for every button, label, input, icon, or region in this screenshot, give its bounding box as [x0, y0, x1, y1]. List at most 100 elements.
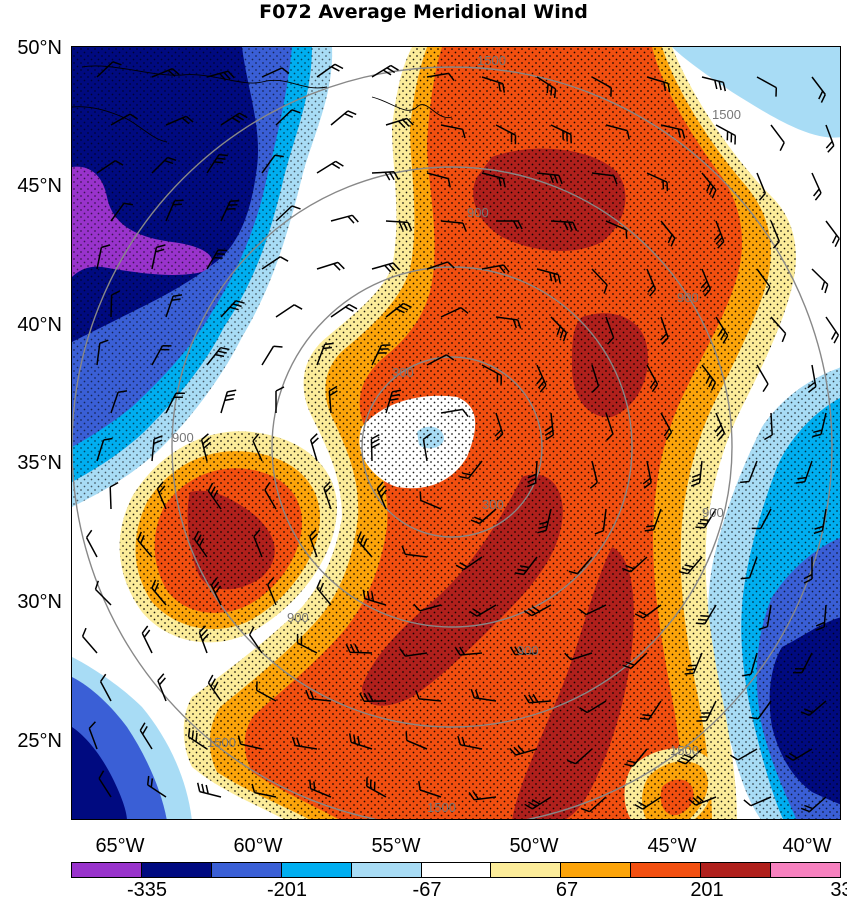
wind-barb [740, 556, 758, 580]
wind-barb [509, 745, 538, 756]
wind-barb [413, 603, 442, 612]
wind-barb [756, 364, 769, 393]
wind-barb [426, 261, 455, 270]
wind-barb [568, 556, 593, 575]
stipple-west [72, 47, 333, 507]
wind-barb [359, 692, 387, 702]
wind-barb [385, 117, 414, 129]
wind-barb [370, 434, 380, 462]
wind-barb [151, 156, 177, 174]
wind-barb [96, 160, 124, 174]
wind-barb [825, 316, 840, 344]
wind-barb [825, 220, 840, 248]
wind-barb [642, 460, 652, 489]
lon-label-50w: 50°W [509, 835, 559, 857]
wind-barb [308, 529, 318, 558]
wind-barb [248, 626, 263, 654]
contour-1500 [72, 66, 833, 819]
wind-barb [220, 112, 248, 126]
lat-label-30n: 30°N [17, 591, 62, 613]
wind-barb [622, 652, 648, 669]
wind-barb [139, 722, 153, 750]
wind-barb [261, 67, 290, 78]
colorbar-label: 67 [555, 879, 579, 901]
wind-barb [469, 604, 497, 617]
colorbar-label: -67 [412, 879, 442, 901]
wind-barb [812, 412, 827, 438]
wind-barb [345, 643, 373, 654]
wind-barb [110, 290, 121, 318]
wind-barb [564, 652, 593, 661]
wind-barb [793, 652, 813, 674]
wind-barb [426, 172, 451, 188]
wind-barb [261, 345, 283, 366]
wind-barb [468, 791, 497, 801]
wind-barb [688, 795, 717, 806]
wind-barb [366, 777, 387, 798]
contour-label: 1500 [427, 800, 456, 815]
wind-barb [330, 214, 359, 224]
wind-barb [165, 115, 194, 126]
wind-barb [85, 529, 98, 558]
wind-barb [96, 437, 113, 462]
wind-barb [813, 508, 827, 535]
wind-barb [701, 76, 727, 92]
colorbar-swatch [771, 863, 840, 877]
lon-label-40w: 40°W [782, 835, 832, 857]
wind-barb [646, 76, 671, 93]
wind-barb [523, 604, 552, 617]
wind-barb [701, 172, 717, 199]
wind-barb [151, 435, 163, 462]
wind-barb [714, 220, 725, 249]
wind-barb [756, 76, 778, 97]
wind-barb [578, 604, 607, 616]
wind-barb [348, 733, 373, 750]
wind-barb [110, 390, 128, 414]
wind-barb [371, 171, 400, 181]
lat-label-50n: 50°N [17, 37, 62, 59]
wind-barb [695, 508, 717, 529]
wind-barb [605, 220, 628, 239]
wind-barb [237, 735, 263, 750]
lon-label-65w: 65°W [95, 835, 145, 857]
wind-barb [622, 556, 648, 573]
wind-barb [81, 627, 98, 654]
wind-barb [426, 72, 455, 82]
wind-barb [316, 579, 332, 606]
wind-barb [261, 154, 284, 174]
wind-barb [415, 690, 442, 702]
wind-barb [634, 604, 662, 619]
wind-barb [405, 731, 428, 750]
wind-barb [579, 700, 607, 714]
colorbar-swatch [491, 863, 562, 877]
contour-900 [171, 166, 733, 728]
lat-label-40n: 40°N [17, 314, 62, 336]
wind-barb [550, 316, 568, 342]
wind-barb [580, 796, 607, 813]
wind-barb [198, 625, 210, 654]
lat-label-25n: 25°N [17, 730, 62, 752]
wind-barb [371, 344, 391, 366]
colorbar-swatch [561, 863, 632, 877]
colorbar-label: -335 [126, 879, 168, 901]
wind-barb [701, 364, 717, 391]
contour-label: 900 [702, 505, 724, 520]
wind-barb [330, 110, 357, 126]
wind-barb [151, 244, 166, 270]
wind-barb [385, 389, 402, 414]
wind-barb [811, 172, 822, 201]
wind-barb [94, 580, 112, 606]
coastlines [72, 65, 453, 143]
wind-barb [267, 577, 277, 606]
wind-barb [646, 364, 659, 393]
wind-barb [695, 604, 717, 625]
colorbar-swatch [701, 863, 772, 877]
wind-barb [151, 68, 180, 78]
wind-barb [220, 389, 237, 414]
wind-barb [660, 220, 676, 247]
wind-barb [440, 124, 466, 139]
wind-barb [470, 508, 497, 525]
wind-barb [660, 412, 673, 441]
wind-barb [206, 346, 230, 366]
contour-label: 900 [517, 643, 539, 658]
